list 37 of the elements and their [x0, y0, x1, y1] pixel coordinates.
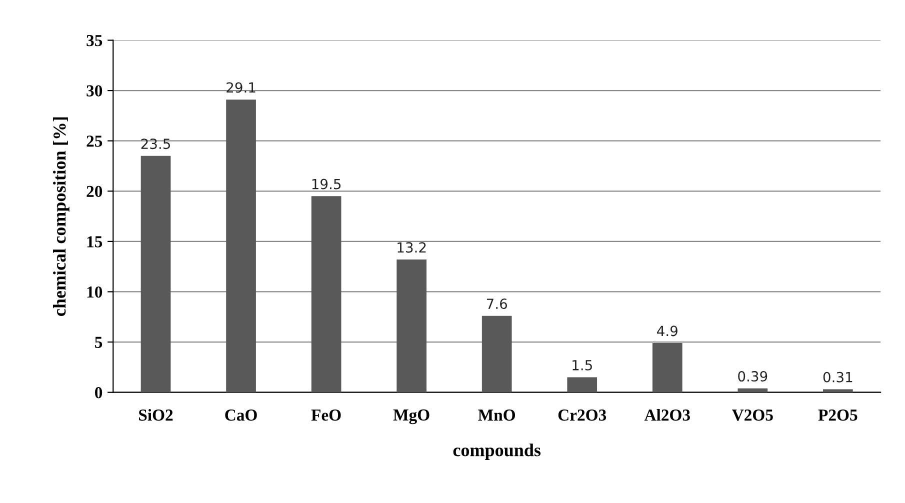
y-tick-label: 25 [86, 136, 102, 147]
y-axis-title: chemical composition [%] [53, 117, 70, 316]
data-label: 0.39 [738, 371, 768, 382]
data-label: 1.5 [572, 360, 592, 370]
data-label: 29.1 [226, 82, 256, 93]
data-label: 13.2 [398, 242, 426, 253]
y-tick-label: 5 [95, 336, 102, 348]
x-tick-label: CaO [225, 410, 257, 421]
x-tick-label: Al2O3 [644, 409, 690, 421]
x-tick-label: V2O5 [732, 410, 773, 421]
bar [738, 388, 768, 392]
y-tick-label: 35 [86, 34, 102, 46]
bar [652, 343, 682, 392]
data-label: 0.31 [823, 372, 852, 382]
y-tick-label: 0 [95, 387, 102, 398]
bar [567, 377, 598, 392]
bar [140, 156, 171, 392]
x-tick-label: MgO [393, 409, 430, 424]
x-tick-label: SiO2 [139, 409, 173, 421]
bar [823, 389, 853, 392]
bar [482, 316, 512, 392]
x-tick-label: Cr2O3 [558, 410, 606, 421]
data-label: 19.5 [312, 178, 341, 190]
data-label: 7.6 [486, 298, 508, 310]
bar [226, 100, 256, 392]
x-tick-label: P2O5 [818, 410, 858, 421]
y-tick-label: 30 [86, 85, 102, 96]
x-tick-label: FeO [311, 410, 341, 421]
data-label: 23.5 [141, 138, 170, 150]
x-axis-title: compounds [453, 444, 541, 460]
y-tick-label: 15 [87, 236, 102, 248]
bar [311, 196, 342, 392]
y-tick-label: 20 [86, 186, 102, 198]
data-label: 4.9 [657, 326, 678, 336]
x-tick-label: MnO [478, 410, 516, 421]
y-tick-label: 10 [87, 286, 102, 298]
bar [396, 260, 426, 392]
